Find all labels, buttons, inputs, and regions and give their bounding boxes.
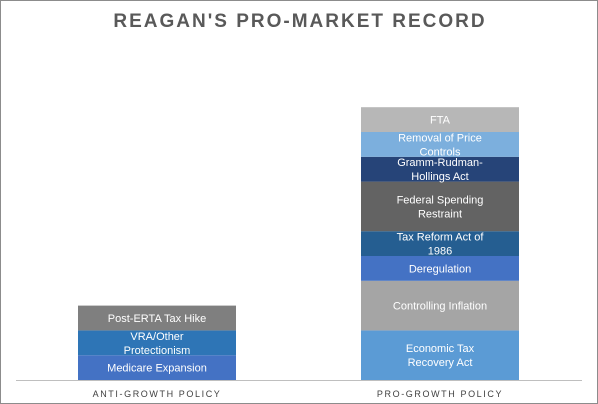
data-label-gramm-rudman-hollings-act: Gramm-Rudman-Hollings Act xyxy=(397,157,483,183)
data-label-deregulation: Deregulation xyxy=(409,263,471,275)
data-label-controlling-inflation: Controlling Inflation xyxy=(393,301,487,313)
x-tick-label-anti-growth-policy: ANTI-GROWTH POLICY xyxy=(93,389,222,399)
chart-title: REAGAN'S PRO-MARKET RECORD xyxy=(113,11,487,32)
bar-segment-medicare-expansion xyxy=(78,355,236,380)
data-label-removal-of-price-controls: Removal of Price Controls xyxy=(398,132,482,158)
data-label-medicare-expansion: Medicare Expansion xyxy=(107,363,207,375)
bar-segment-removal-of-price-controls xyxy=(361,132,519,157)
data-label-economic-tax-recovery-act: Economic Tax Recovery Act xyxy=(406,343,475,369)
data-label-fta: FTA xyxy=(430,115,451,127)
bar-segment-federal-spending-restraint xyxy=(361,181,519,232)
bar-segment-tax-reform-act-of-1986 xyxy=(361,231,519,256)
bar-segment-controlling-inflation xyxy=(361,280,519,331)
data-label-vra-other-protectionism: VRA/Other Protectionism xyxy=(124,331,191,357)
x-tick-label-pro-growth-policy: PRO-GROWTH POLICY xyxy=(377,389,503,399)
bar-segment-fta xyxy=(361,107,519,132)
data-label-post-erta-tax-hike: Post-ERTA Tax Hike xyxy=(108,313,206,325)
data-label-tax-reform-act-of-1986: Tax Reform Act of 1986 xyxy=(397,232,485,258)
bar-segment-economic-tax-recovery-act xyxy=(361,330,519,380)
bar-segment-post-erta-tax-hike xyxy=(78,305,236,331)
bar-segment-vra-other-protectionism xyxy=(78,330,236,356)
data-label-federal-spending-restraint: Federal Spending Restraint xyxy=(397,194,484,220)
bar-segment-gramm-rudman-hollings-act xyxy=(361,156,519,182)
bar-segment-deregulation xyxy=(361,256,519,281)
